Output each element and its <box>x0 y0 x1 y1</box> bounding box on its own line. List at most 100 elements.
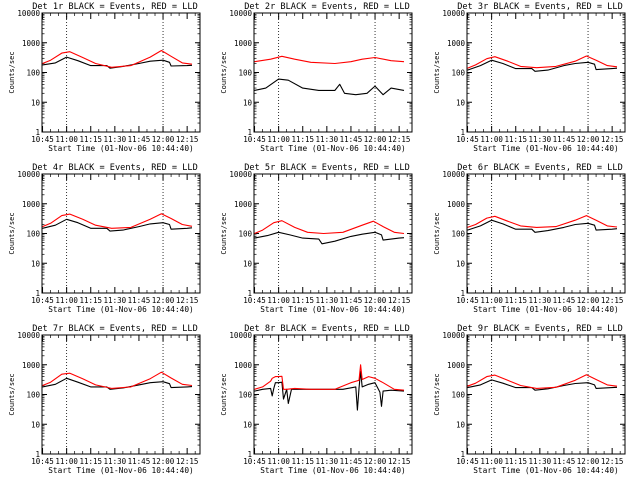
y-tick-label: 1 <box>460 450 465 459</box>
chart-title: Det 5r BLACK = Events, RED = LLD <box>244 163 410 173</box>
x-tick-label: 11:00 <box>55 457 78 466</box>
x-tick-label: 11:00 <box>55 296 78 305</box>
events-series-line <box>254 370 405 411</box>
x-tick-label: 11:00 <box>480 457 503 466</box>
y-tick-label: 10000 <box>229 331 252 340</box>
chart-panel: Det 4r BLACK = Events, RED = LLD 1 10 100 10… <box>8 163 201 314</box>
y-tick-label: 100 <box>26 391 40 400</box>
x-tick-label: 10:45 <box>243 135 266 144</box>
y-tick-label: 1 <box>460 128 465 137</box>
x-tick-label: 11:15 <box>79 296 102 305</box>
plot-frame <box>41 12 201 133</box>
x-tick-label: 10:45 <box>456 296 479 305</box>
y-tick-label: 1 <box>247 289 252 298</box>
x-tick-label: 12:00 <box>577 296 600 305</box>
chart-title: Det 9r BLACK = Events, RED = LLD <box>457 324 623 334</box>
plot-frame <box>466 173 626 294</box>
y-tick-label: 100 <box>26 69 40 78</box>
plot-frame <box>41 334 201 455</box>
lld-series-line <box>254 55 405 65</box>
x-tick-label: 11:15 <box>291 296 314 305</box>
y-tick-label: 10000 <box>229 170 252 179</box>
y-tick-label: 100 <box>26 230 40 239</box>
y-axis-label: Counts/sec <box>433 373 441 415</box>
lld-series-line <box>42 213 193 229</box>
y-axis-label: Counts/sec <box>433 212 441 254</box>
y-tick-label: 100 <box>451 230 465 239</box>
x-axis-label: Start Time (01-Nov-06 10:44:40) <box>260 305 406 314</box>
y-tick-label: 100 <box>451 69 465 78</box>
x-tick-label: 10:45 <box>31 296 54 305</box>
x-axis-label: Start Time (01-Nov-06 10:44:40) <box>260 466 406 475</box>
x-tick-label: 11:15 <box>79 457 102 466</box>
plot-frame <box>41 173 201 294</box>
x-tick-label: 12:15 <box>388 296 411 305</box>
lld-series-line <box>467 55 618 69</box>
x-tick-label: 11:00 <box>55 135 78 144</box>
x-tick-label: 11:30 <box>316 135 339 144</box>
y-tick-label: 10 <box>456 259 466 268</box>
y-tick-label: 1000 <box>447 39 466 48</box>
x-tick-label: 12:00 <box>577 457 600 466</box>
lld-series-line <box>42 49 193 68</box>
x-tick-label: 12:00 <box>364 457 387 466</box>
x-tick-label: 11:30 <box>316 296 339 305</box>
y-tick-label: 1000 <box>447 361 466 370</box>
x-tick-label: 11:15 <box>504 135 527 144</box>
x-axis-label: Start Time (01-Nov-06 10:44:40) <box>48 305 194 314</box>
y-tick-label: 10000 <box>17 9 40 18</box>
x-tick-label: 10:45 <box>243 457 266 466</box>
events-series-line <box>254 78 405 96</box>
chart-title: Det 4r BLACK = Events, RED = LLD <box>32 163 198 173</box>
x-tick-label: 12:00 <box>152 457 175 466</box>
events-series-line <box>254 231 405 245</box>
chart-panel: Det 5r BLACK = Events, RED = LLD 1 10 100 10… <box>220 163 413 314</box>
lld-series-line <box>467 374 618 389</box>
x-tick-label: 12:15 <box>601 135 624 144</box>
y-tick-label: 1 <box>247 450 252 459</box>
x-tick-label: 12:00 <box>152 135 175 144</box>
x-tick-label: 11:30 <box>529 135 552 144</box>
y-tick-label: 1000 <box>22 39 41 48</box>
x-tick-label: 11:00 <box>267 135 290 144</box>
y-tick-label: 100 <box>238 230 252 239</box>
y-tick-label: 1000 <box>234 39 253 48</box>
x-tick-label: 11:45 <box>128 296 151 305</box>
plot-frame <box>253 334 413 455</box>
x-tick-label: 11:30 <box>529 457 552 466</box>
x-tick-label: 11:00 <box>267 457 290 466</box>
x-tick-label: 11:30 <box>316 457 339 466</box>
chart-panel: Det 9r BLACK = Events, RED = LLD 1 10 100 10… <box>433 324 626 475</box>
y-tick-label: 10000 <box>442 331 465 340</box>
lld-series-line <box>42 371 193 389</box>
y-tick-label: 100 <box>451 391 465 400</box>
x-tick-label: 12:00 <box>364 296 387 305</box>
y-tick-label: 1 <box>35 128 40 137</box>
x-tick-label: 11:30 <box>104 457 127 466</box>
x-tick-label: 11:45 <box>340 457 363 466</box>
y-axis-label: Counts/sec <box>220 373 228 415</box>
x-tick-label: 10:45 <box>243 296 266 305</box>
events-series-line <box>467 59 618 72</box>
chart-panel: Det 6r BLACK = Events, RED = LLD 1 10 100 10… <box>433 163 626 314</box>
chart-title: Det 3r BLACK = Events, RED = LLD <box>457 2 623 12</box>
x-tick-label: 10:45 <box>31 457 54 466</box>
y-tick-label: 10 <box>243 259 253 268</box>
chart-panel: Det 1r BLACK = Events, RED = LLD 1 10 100 10… <box>8 2 201 153</box>
y-tick-label: 100 <box>238 391 252 400</box>
x-tick-label: 12:15 <box>176 296 199 305</box>
plot-frame <box>466 12 626 133</box>
x-tick-label: 12:00 <box>152 296 175 305</box>
y-tick-label: 10 <box>456 420 466 429</box>
x-tick-label: 11:45 <box>340 296 363 305</box>
x-tick-label: 11:15 <box>79 135 102 144</box>
events-series-line <box>467 379 618 391</box>
x-tick-label: 12:15 <box>388 457 411 466</box>
y-tick-label: 1000 <box>22 361 41 370</box>
x-tick-label: 11:30 <box>104 296 127 305</box>
y-tick-label: 1 <box>460 289 465 298</box>
y-tick-label: 10000 <box>17 170 40 179</box>
x-tick-label: 11:45 <box>553 296 576 305</box>
lld-series-line <box>254 220 405 235</box>
